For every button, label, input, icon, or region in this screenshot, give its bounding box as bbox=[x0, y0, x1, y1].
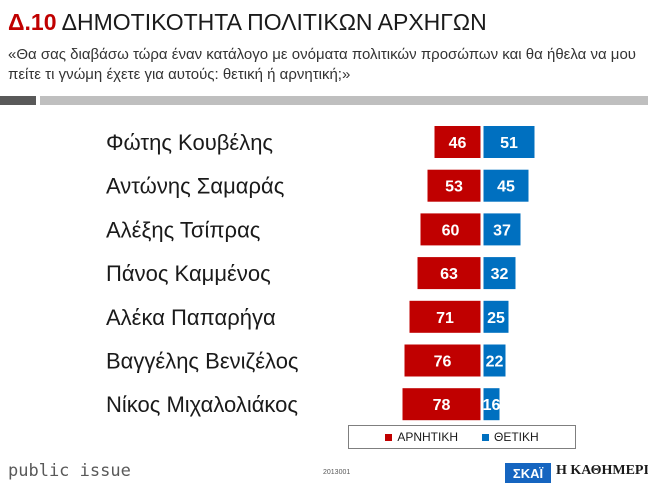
legend-label-positive: ΘΕΤΙΚΗ bbox=[494, 430, 539, 444]
data-label-negative: 78 bbox=[433, 397, 451, 414]
title-text: ΔΗΜΟΤΙΚΟΤΗΤΑ ΠΟΛΙΤΙΚΩΝ ΑΡΧΗΓΩΝ bbox=[61, 9, 487, 35]
category-label: Πάνος Καμμένος bbox=[106, 261, 271, 286]
subtitle: «Θα σας διαβάσω τώρα έναν κατάλογο με ον… bbox=[8, 46, 636, 83]
survey-code: 2013001 bbox=[323, 469, 351, 476]
data-label-negative: 63 bbox=[440, 266, 458, 283]
data-label-negative: 71 bbox=[436, 310, 454, 327]
category-label: Αντώνης Σαμαράς bbox=[106, 174, 284, 199]
legend-item-negative: ΑΡΝΗΤΙΚΗ bbox=[385, 430, 458, 444]
bar-negative bbox=[402, 388, 481, 421]
skai-logo: ΣΚΑΪ bbox=[505, 463, 551, 483]
bar-negative bbox=[420, 213, 481, 246]
category-label: Αλέξης Τσίπρας bbox=[106, 217, 260, 242]
bar-positive bbox=[483, 257, 516, 290]
data-label-positive: 32 bbox=[491, 266, 509, 283]
data-label-positive: 25 bbox=[487, 310, 505, 327]
bar-positive bbox=[483, 300, 509, 333]
title-code: Δ.10 bbox=[8, 9, 57, 35]
legend-item-positive: ΘΕΤΙΚΗ bbox=[482, 430, 539, 444]
data-label-positive: 51 bbox=[500, 135, 518, 152]
bar-negative bbox=[404, 344, 481, 377]
bar-negative bbox=[409, 300, 481, 333]
chart-legend: ΑΡΝΗΤΙΚΗ ΘΕΤΙΚΗ bbox=[348, 425, 576, 449]
divider-light bbox=[40, 96, 648, 105]
data-label-negative: 76 bbox=[434, 354, 452, 371]
data-label-negative: 53 bbox=[445, 179, 463, 196]
legend-label-negative: ΑΡΝΗΤΙΚΗ bbox=[397, 430, 458, 444]
data-label-negative: 46 bbox=[449, 135, 467, 152]
bar-positive bbox=[483, 213, 521, 246]
bar-negative bbox=[427, 169, 481, 202]
category-label: Νίκος Μιχαλολιάκος bbox=[106, 392, 298, 417]
popularity-chart: Φώτης Κουβέλης 46 51 Αντώνης Σαμαράς 53 45 Αλέ… bbox=[106, 126, 535, 421]
data-label-positive: 22 bbox=[486, 354, 504, 371]
bar-positive bbox=[483, 126, 535, 158]
bar-positive bbox=[483, 388, 500, 421]
bar-negative bbox=[417, 257, 481, 290]
category-label: Αλέκα Παπαρήγα bbox=[106, 305, 276, 330]
kathimerini-logo: Η ΚΑΘΗΜΕΡΙΝΗ bbox=[556, 463, 648, 478]
data-label-positive: 37 bbox=[493, 222, 511, 239]
legend-swatch-positive bbox=[482, 433, 489, 441]
data-label-positive: 45 bbox=[497, 179, 515, 196]
bar-positive bbox=[483, 169, 529, 202]
page-title: Δ.10 ΔΗΜΟΤΙΚΟΤΗΤΑ ΠΟΛΙΤΙΚΩΝ ΑΡΧΗΓΩΝ bbox=[8, 9, 487, 36]
bar-negative bbox=[434, 126, 481, 158]
category-label: Φώτης Κουβέλης bbox=[106, 130, 273, 155]
divider-dark bbox=[0, 96, 36, 105]
legend-swatch-negative bbox=[385, 433, 393, 441]
category-label: Βαγγέλης Βενιζέλος bbox=[106, 349, 299, 374]
data-label-negative: 60 bbox=[442, 222, 460, 239]
data-label-positive: 16 bbox=[483, 397, 501, 414]
brand-public-issue: public issue bbox=[8, 461, 131, 481]
bar-positive bbox=[483, 344, 506, 377]
